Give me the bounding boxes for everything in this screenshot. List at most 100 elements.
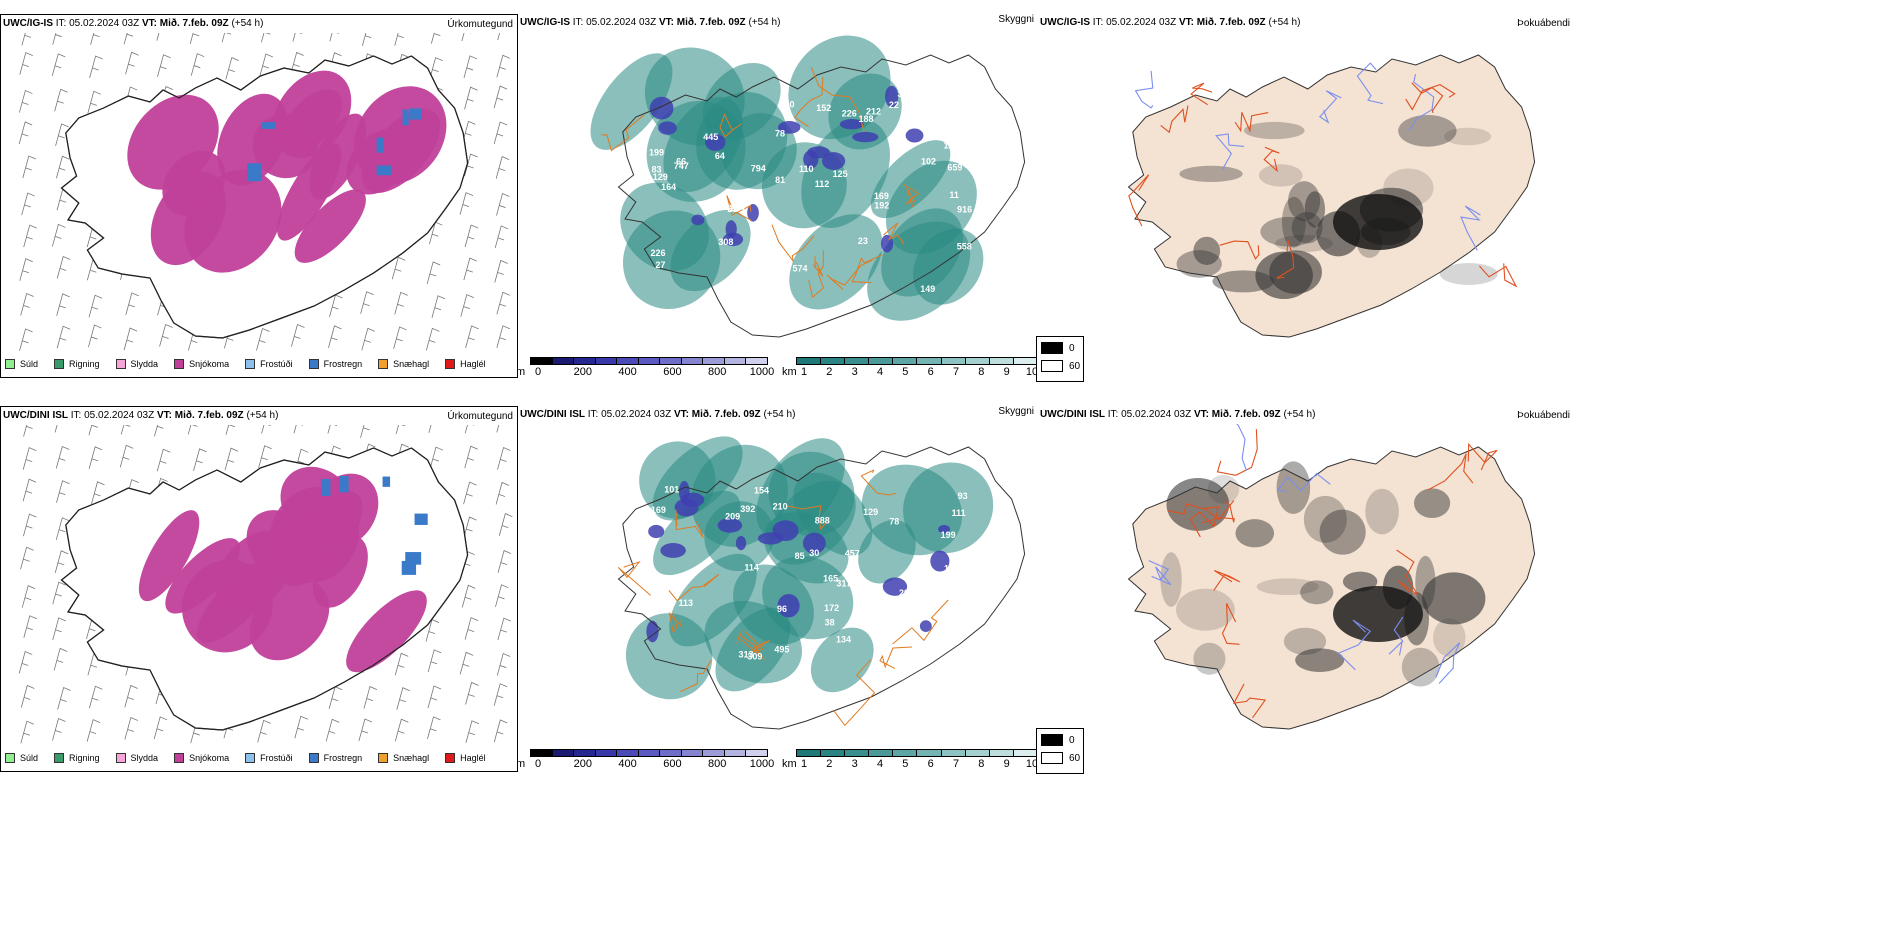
wind-barb [464, 224, 479, 248]
cloud-base-label: 292 [899, 588, 914, 598]
init-time: 05.02.2024 03Z [84, 410, 155, 421]
road [1276, 240, 1295, 279]
wind-barb [23, 224, 37, 248]
panel-header: UWC/IG-IS IT: 05.02.2024 03Z VT: Mið. 7.… [1040, 17, 1301, 28]
panel-header: UWC/IG-IS IT: 05.02.2024 03Z VT: Mið. 7.… [520, 17, 781, 28]
colorbar-segment [941, 358, 966, 364]
low-visibility-area [867, 221, 971, 321]
colorbar-strip [530, 357, 768, 365]
legend-swatch [54, 359, 65, 369]
wind-barb [124, 684, 138, 708]
road [1216, 429, 1258, 476]
wind-barb [496, 653, 511, 676]
fog-area [1243, 121, 1305, 140]
wind-barb [292, 33, 303, 42]
wind-barb [56, 293, 70, 316]
cloud-base-label: 38 [825, 617, 835, 627]
wind-barb [426, 261, 441, 285]
wind-barb [259, 53, 274, 77]
cloud-base-label: 64 [715, 151, 725, 161]
legend-swatch [174, 359, 185, 369]
cloud-base-label: 100 [780, 100, 795, 110]
legend-swatch [54, 753, 65, 763]
wind-barb [429, 446, 444, 470]
cloud-base-label: 392 [740, 504, 755, 514]
colorbar-unit: m [518, 758, 526, 770]
valid-time: Mið. 7.feb. 09Z [691, 409, 761, 420]
visibility-map: 292 169 30 457 113 172 165 495 134 199 209 111 101 88… [617, 436, 1026, 730]
colorbar-segment [1013, 750, 1037, 756]
road [1232, 683, 1267, 719]
fog-area [1276, 461, 1311, 514]
wind-barb [56, 255, 71, 279]
wind-barb [493, 85, 508, 109]
fog-area [1303, 495, 1347, 543]
wind-barb [465, 720, 480, 743]
low-cloud-area [658, 121, 677, 135]
wind-barb [460, 294, 474, 317]
cloud-base-label: 120 [746, 190, 761, 200]
wind-barb [494, 225, 509, 249]
fog-legend-swatch [1041, 342, 1063, 354]
wind-barb [156, 448, 171, 472]
legend-item: Haglél [445, 359, 486, 369]
colorbar-tick-label: 1 [800, 758, 808, 770]
ceiling-colorbar: m 0 200 400 600 800 1000 [518, 749, 774, 772]
cloud-base-label: 78 [775, 129, 785, 139]
colorbar-tick-label: 4 [876, 366, 884, 378]
model-name: UWC/DINI ISL [1040, 409, 1105, 420]
wind-barb [56, 480, 70, 503]
valid-time: Mið. 7.feb. 09Z [159, 18, 229, 29]
roads [1148, 424, 1498, 719]
cloud-base-label: 149 [920, 284, 935, 294]
cloud-base-labels: 445 66 315 115 794 659 747 23 120 190 217 308 71 558 1… [649, 89, 972, 294]
wind-barb [19, 52, 33, 75]
wind-barb [493, 121, 508, 145]
cloud-base-label: 164 [661, 182, 676, 192]
road [668, 611, 682, 634]
colorbar-segment [989, 750, 1014, 756]
cloud-base-label: 188 [858, 114, 873, 124]
road [808, 250, 825, 299]
wind-barb [497, 447, 511, 470]
wind-barb [358, 718, 373, 742]
wind-barb [125, 51, 139, 75]
road [1234, 112, 1269, 134]
fog-area [1288, 181, 1321, 222]
coastline-overlay [60, 447, 469, 731]
colorbar-segment [724, 358, 747, 364]
wind-barb [261, 33, 271, 43]
legend-label: Slydda [130, 753, 159, 763]
low-cloud-area [919, 620, 932, 632]
init-time: 05.02.2024 03Z [1121, 409, 1192, 420]
fog-areas [1176, 114, 1498, 300]
wind-barb [394, 652, 409, 676]
cloud-base-label: 110 [799, 164, 814, 174]
wind-barb [54, 88, 68, 112]
cloud-base-label: 794 [751, 164, 766, 174]
cloud-base-label: 445 [703, 132, 718, 142]
road [1428, 453, 1474, 491]
valid-time: Mið. 7.feb. 09Z [676, 17, 746, 28]
wind-barb [394, 291, 408, 315]
wind-barb [123, 327, 138, 351]
cloud-base-label: 888 [815, 515, 830, 525]
fog-area [1176, 588, 1235, 631]
low-cloud-area [777, 593, 800, 618]
wind-barb [23, 615, 37, 638]
snow-area [354, 86, 447, 185]
colorbar-segment [845, 750, 870, 756]
snow-area [346, 590, 427, 673]
cloud-base-label: 217 [784, 240, 799, 250]
wind-barb [20, 720, 35, 744]
wind-barb [225, 57, 239, 80]
init-time: 05.02.2024 03Z [69, 18, 140, 29]
colorbar-tick-label: 2 [826, 366, 833, 378]
road [668, 574, 720, 602]
legend-swatch [174, 753, 185, 763]
wind-barb [328, 325, 342, 348]
colorbar-tick-label: 7 [952, 758, 960, 770]
colorbar-segment [703, 750, 725, 756]
fog-legend-swatch [1041, 360, 1063, 372]
colorbar-ticks: 1 2 3 4 5 6 7 8 9 10 [784, 758, 1038, 772]
